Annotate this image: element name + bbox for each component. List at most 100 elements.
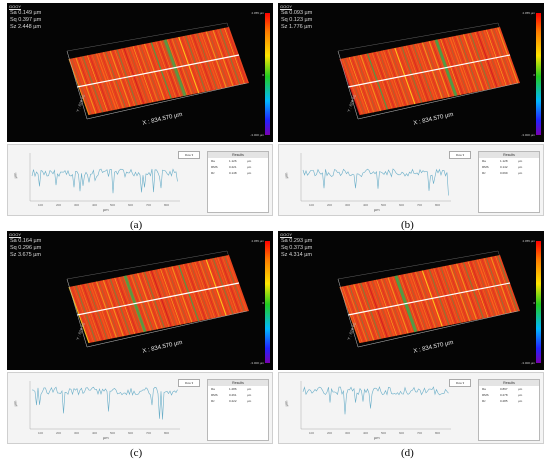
scale-tick-label: 0	[533, 301, 535, 305]
series-dropdown[interactable]: Row ▾	[449, 151, 471, 159]
profile-x-tick: 600	[128, 203, 134, 207]
profile-x-tick: 400	[92, 203, 98, 207]
results-cell: Ra	[211, 159, 215, 163]
results-table: Results Ra 1.126 µm RMS 0.221 µm Rz 0.148 µm	[207, 151, 269, 213]
results-cell: 0.148	[229, 171, 237, 175]
surface-3d-view[interactable]: GOOY Sa 0.149 µm Sq 0.397 µm Sz 2.448 µm X :…	[7, 3, 273, 142]
scale-tick-label: -3.000 µm	[521, 361, 535, 365]
results-cell: RMS	[211, 165, 218, 169]
surface-plot	[337, 250, 520, 348]
results-row: RMS 0.278 µm	[479, 392, 539, 398]
results-cell: µm	[518, 165, 523, 169]
results-cell: Rz	[482, 171, 486, 175]
profile-y-label: µm	[12, 400, 18, 407]
results-title: Results	[208, 152, 268, 158]
series-dropdown[interactable]: Row ▾	[178, 151, 200, 159]
roughness-stat: Sq 0.123 µm	[281, 17, 313, 23]
profile-line	[302, 168, 449, 196]
profile-panel: 100 200 300 400 500 600 700 800 µm µm Row ▾ Results…	[278, 372, 544, 444]
profile-x-tick: 400	[363, 203, 369, 207]
results-row: Ra 1.126 µm	[208, 158, 268, 164]
profile-x-label: µm	[103, 207, 109, 212]
scale-tick-label: 0	[533, 73, 535, 77]
roughness-stat: Sa 0.164 µm	[10, 238, 42, 244]
color-scale-bar	[536, 241, 541, 363]
results-title: Results	[479, 380, 539, 386]
results-row: Rz 0.099 µm	[479, 170, 539, 176]
results-cell: Rz	[211, 171, 215, 175]
profile-section-line	[347, 54, 511, 88]
surface-3d-view[interactable]: GOOY Sa 0.164 µm Sq 0.296 µm Sz 3.675 µm X :…	[7, 231, 273, 370]
profile-x-tick: 400	[363, 431, 369, 435]
color-scale-bar	[265, 13, 270, 135]
panel-caption: (b)	[401, 219, 414, 231]
surface-plot	[66, 22, 249, 120]
roughness-stat: Sq 0.296 µm	[10, 245, 42, 251]
profile-x-tick: 800	[435, 203, 441, 207]
results-row: Ra 0.897 µm	[479, 386, 539, 392]
profile-section-line	[347, 282, 511, 316]
results-cell: µm	[518, 393, 523, 397]
series-dropdown[interactable]: Row ▾	[449, 379, 471, 387]
roughness-stat: Sa 0.093 µm	[281, 10, 313, 16]
brand-label: GOOY	[9, 4, 22, 9]
results-cell: µm	[247, 399, 252, 403]
roughness-stat: Sz 4.314 µm	[281, 252, 312, 258]
results-cell: µm	[247, 171, 252, 175]
brand-label: GOOY	[9, 232, 22, 237]
results-row: Ra 1.286 µm	[208, 386, 268, 392]
panel-d: GOOY Sa 0.293 µm Sq 0.373 µm Sz 4.314 µm X :…	[278, 231, 544, 444]
profile-x-tick: 500	[381, 203, 387, 207]
profile-x-tick: 800	[164, 203, 170, 207]
scale-tick-label: -3.000 µm	[250, 361, 264, 365]
results-cell: Ra	[211, 387, 215, 391]
profile-x-tick: 800	[435, 431, 441, 435]
results-cell: RMS	[211, 393, 218, 397]
results-title: Results	[479, 152, 539, 158]
profile-x-tick: 800	[164, 431, 170, 435]
profile-chart	[300, 381, 451, 430]
results-cell: 0.221	[229, 165, 237, 169]
profile-y-label: µm	[12, 172, 18, 179]
scale-tick-label: -3.000 µm	[250, 133, 264, 137]
results-row: Ra 1.128 µm	[479, 158, 539, 164]
profile-x-tick: 300	[74, 203, 80, 207]
profile-x-tick: 200	[327, 203, 333, 207]
scale-tick-label: 4.055 µm	[522, 239, 535, 243]
results-cell: RMS	[482, 165, 489, 169]
results-cell: 0.099	[500, 171, 508, 175]
panel-caption: (a)	[130, 219, 143, 231]
results-row: RMS 0.142 µm	[479, 164, 539, 170]
profile-x-tick: 400	[92, 431, 98, 435]
roughness-stat: Sq 0.373 µm	[281, 245, 313, 251]
profile-y-label: µm	[283, 400, 289, 407]
results-cell: µm	[247, 387, 252, 391]
profile-panel: 100 200 300 400 500 600 700 800 µm µm Row ▾ Results…	[7, 144, 273, 216]
profile-section-line	[76, 282, 240, 316]
results-cell: µm	[247, 159, 252, 163]
results-cell: 1.286	[229, 387, 237, 391]
results-table: Results Ra 0.897 µm RMS 0.278 µm Rz 0.285 µm	[478, 379, 540, 441]
results-cell: µm	[247, 393, 252, 397]
surface-3d-view[interactable]: GOOY Sa 0.093 µm Sq 0.123 µm Sz 1.776 µm X :…	[278, 3, 544, 142]
profile-x-label: µm	[103, 435, 109, 440]
roughness-stat: Sz 1.776 µm	[281, 24, 312, 30]
results-cell: Ra	[482, 159, 486, 163]
profile-x-tick: 600	[399, 431, 405, 435]
profile-x-tick: 300	[345, 203, 351, 207]
results-cell: 1.128	[500, 159, 508, 163]
profile-x-tick: 700	[146, 203, 152, 207]
profile-x-tick: 200	[56, 203, 62, 207]
profile-x-tick: 600	[128, 431, 134, 435]
profile-line	[31, 168, 178, 194]
profile-x-label: µm	[374, 207, 380, 212]
results-cell: 0.285	[500, 399, 508, 403]
surface-3d-view[interactable]: GOOY Sa 0.293 µm Sq 0.373 µm Sz 4.314 µm X :…	[278, 231, 544, 370]
results-cell: 0.261	[229, 393, 237, 397]
series-dropdown[interactable]: Row ▾	[178, 379, 200, 387]
profile-x-tick: 100	[38, 431, 44, 435]
profile-panel: 100 200 300 400 500 600 700 800 µm µm Row ▾ Results…	[7, 372, 273, 444]
results-table: Results Ra 1.286 µm RMS 0.261 µm Rz 0.222 µm	[207, 379, 269, 441]
scale-tick-label: 4.055 µm	[251, 11, 264, 15]
surface-plot	[66, 250, 249, 348]
